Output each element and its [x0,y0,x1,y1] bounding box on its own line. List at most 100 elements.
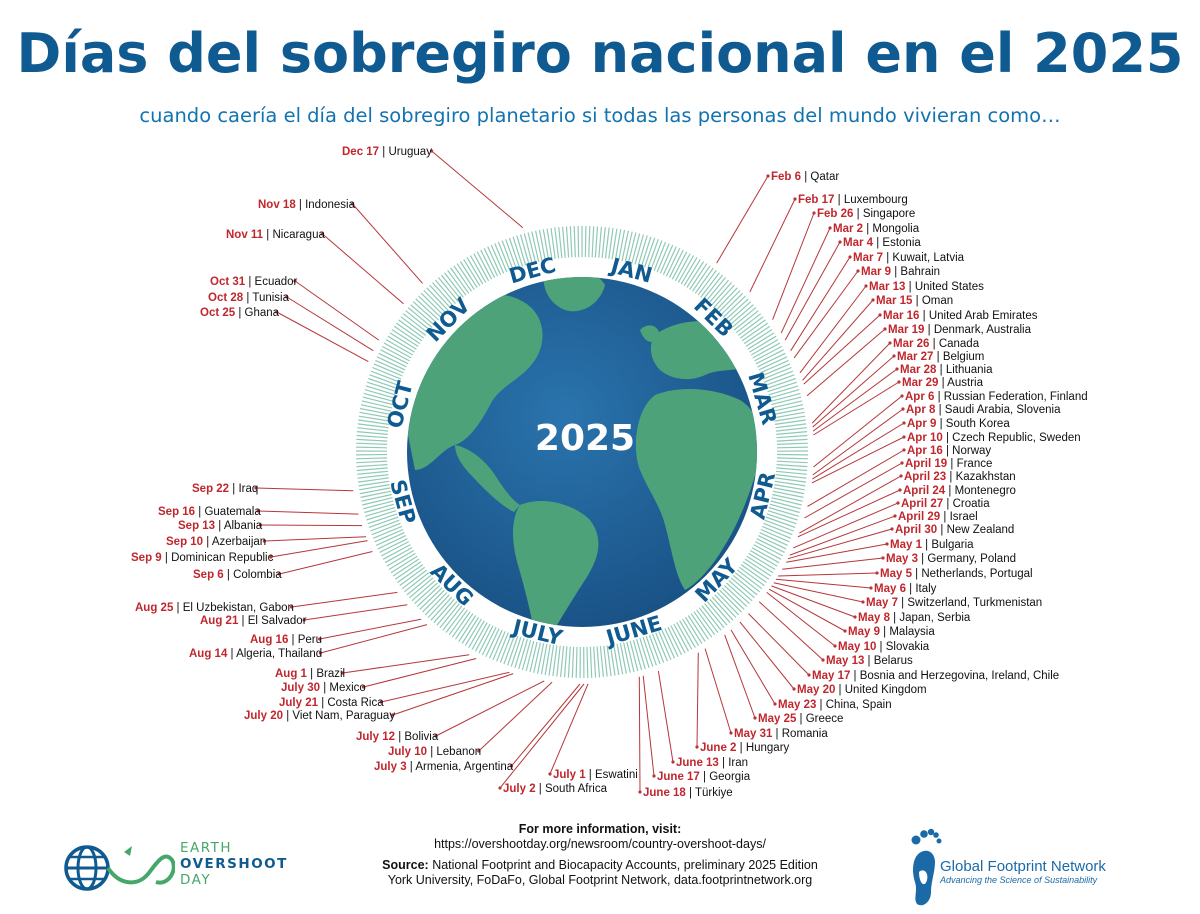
day-tick [667,626,683,656]
day-tick [755,349,784,365]
day-tick [496,632,509,662]
leader-dot [379,700,383,704]
day-tick [754,541,783,557]
leader-line [804,462,903,519]
day-tick [550,228,556,259]
day-tick [399,566,426,587]
day-tick [487,246,502,276]
country-label: July 12 | Bolivia [356,731,439,743]
day-tick [698,607,719,633]
country-label: Apr 9 | South Korea [907,418,1010,430]
leader-dot [885,542,889,546]
day-tick [640,236,652,267]
day-tick [384,547,413,564]
day-tick [737,316,764,336]
day-tick [716,592,740,616]
day-tick [662,246,677,276]
leader-dot [652,774,656,778]
day-tick [692,265,711,292]
day-tick [751,547,780,564]
day-tick [586,646,589,678]
leader-line [790,256,851,351]
country-label: Dec 17 | Uruguay [342,146,432,158]
leader-line [392,673,514,716]
day-tick [767,381,798,393]
day-tick [664,628,679,657]
day-tick [501,240,514,270]
country-label: Aug 16 | Peru [250,634,322,646]
leader-dot [828,226,832,230]
leader-line [799,285,867,374]
day-tick [655,632,668,662]
day-tick [510,637,522,667]
day-tick [370,519,400,532]
country-label: May 31 | Romania [734,728,828,740]
leader-dot [792,687,796,691]
country-label: July 10 | Lebanon [388,746,481,758]
leader-line [813,395,903,468]
day-tick [618,229,626,261]
day-tick [677,255,695,283]
info-url[interactable]: https://overshootday.org/newsroom/countr… [434,837,766,851]
day-tick [409,577,434,599]
leader-line [499,683,585,789]
day-tick [444,272,464,298]
leader-dot [861,600,865,604]
leader-dot [892,354,896,358]
country-label: May 1 | Bulgaria [890,539,974,551]
day-tick [398,319,425,339]
leader-line [696,652,699,748]
day-tick [466,257,484,285]
leader-line [787,528,893,560]
country-label: Aug 25 | El Uzbekistan, Gabon [135,602,294,614]
source-label: Source: [382,858,429,872]
info-label: For more information, visit: [518,822,682,836]
leader-dot [843,629,847,633]
leader-dot [318,637,322,641]
day-tick [387,335,415,353]
leader-lines [254,149,906,794]
leader-line [304,604,408,621]
leader-line [782,557,884,570]
day-tick [621,230,629,262]
day-tick [771,400,803,409]
day-tick [689,263,708,290]
day-tick [508,237,520,268]
day-tick [476,251,493,280]
day-tick [478,625,494,654]
day-tick [422,589,445,613]
country-label: Mar 2 | Mongolia [833,223,920,235]
day-tick [427,594,450,618]
day-tick [736,569,763,590]
day-tick [395,322,423,342]
day-tick [394,561,422,580]
leader-dot [773,702,777,706]
eod-line-3: DAY [180,872,212,888]
day-tick [392,558,420,577]
day-tick [748,552,776,571]
day-tick [356,434,388,439]
day-tick [538,229,546,261]
eod-line-2: OVERSHOOT [180,856,288,872]
day-tick [759,532,789,546]
leader-line [806,328,886,397]
country-label: Sep 6 | Colombia [193,569,282,581]
country-label: April 29 | Israel [898,511,978,523]
country-label: Mar 7 | Kuwait, Latvia [853,252,965,264]
day-tick [584,225,587,258]
day-tick [738,566,765,587]
day-tick [412,301,437,323]
day-tick [604,227,610,259]
day-tick [659,244,674,274]
day-tick [356,464,388,468]
day-tick [730,577,755,599]
day-tick [775,423,807,429]
day-tick [776,460,808,464]
day-tick [766,513,797,525]
day-tick [742,561,770,580]
country-label: Sep 16 | Guatemala [158,506,261,518]
day-tick [588,226,591,258]
leader-dot [671,760,675,764]
day-tick [357,477,389,483]
country-label: May 7 | Switzerland, Turkmenistan [866,597,1042,609]
